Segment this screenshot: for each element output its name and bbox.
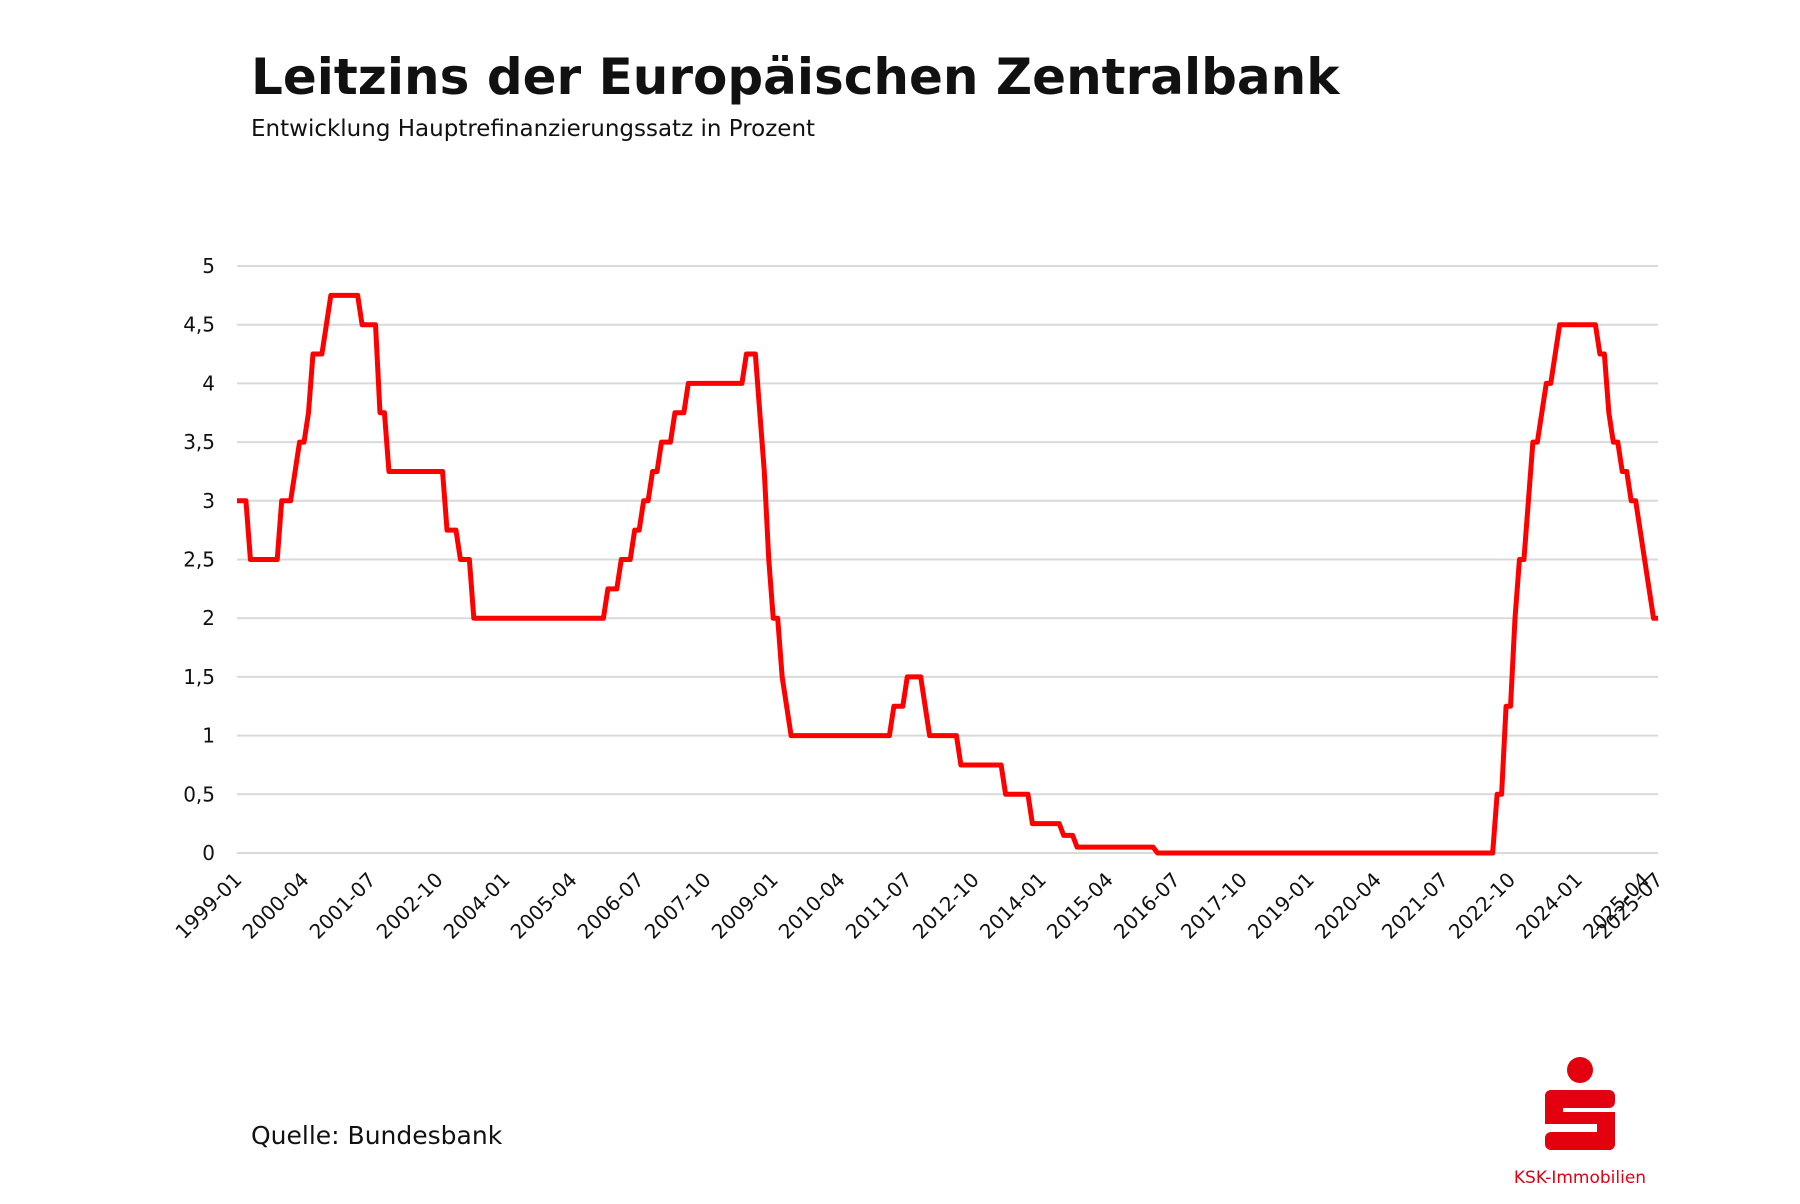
x-tick-label: 2015-04 bbox=[1042, 868, 1118, 944]
y-tick-label: 5 bbox=[202, 254, 215, 278]
x-tick-label: 2000-04 bbox=[237, 868, 313, 944]
x-tick-label: 2009-01 bbox=[707, 868, 783, 944]
x-tick-label: 2005-04 bbox=[506, 868, 582, 944]
x-tick-label: 2011-07 bbox=[841, 868, 917, 944]
x-tick-label: 2014-01 bbox=[975, 868, 1051, 944]
x-tick-label: 2024-01 bbox=[1511, 868, 1587, 944]
x-tick-label: 2004-01 bbox=[439, 868, 515, 944]
x-tick-label: 2007-10 bbox=[640, 868, 716, 944]
logo bbox=[1545, 1057, 1615, 1150]
y-tick-label: 2,5 bbox=[183, 548, 215, 572]
x-tick-label: 1999-01 bbox=[170, 868, 246, 944]
y-tick-label: 3,5 bbox=[183, 430, 215, 454]
y-tick-label: 1,5 bbox=[183, 665, 215, 689]
chart-subtitle: Entwicklung Hauptrefinanzierungssatz in … bbox=[251, 116, 815, 142]
y-tick-label: 2 bbox=[202, 606, 215, 630]
x-tick-label: 2019-01 bbox=[1243, 868, 1319, 944]
y-tick-label: 0,5 bbox=[183, 782, 215, 806]
brand-name: KSK-Immobilien bbox=[1514, 1168, 1646, 1188]
x-tick-label: 2006-07 bbox=[573, 868, 649, 944]
x-tick-label: 2012-10 bbox=[908, 868, 984, 944]
x-tick-label: 2010-04 bbox=[774, 868, 850, 944]
x-tick-label: 2017-10 bbox=[1176, 868, 1252, 944]
y-tick-label: 4 bbox=[202, 371, 215, 395]
x-tick-label: 2001-07 bbox=[305, 868, 381, 944]
x-tick-label: 2021-07 bbox=[1377, 868, 1453, 944]
x-tick-label: 2022-10 bbox=[1444, 868, 1520, 944]
y-tick-label: 3 bbox=[202, 489, 215, 513]
logo-dot bbox=[1567, 1057, 1593, 1083]
chart-title: Leitzins der Europäischen Zentralbank bbox=[251, 48, 1341, 106]
y-tick-label: 1 bbox=[202, 724, 215, 748]
source: Quelle: Bundesbank bbox=[251, 1121, 503, 1150]
y-tick-label: 0 bbox=[202, 841, 215, 865]
x-tick-label: 2016-07 bbox=[1109, 868, 1185, 944]
logo-part bbox=[1545, 1132, 1615, 1150]
x-tick-label: 2002-10 bbox=[372, 868, 448, 944]
x-tick-label: 2020-04 bbox=[1310, 868, 1386, 944]
y-tick-label: 4,5 bbox=[183, 313, 215, 337]
data-line bbox=[237, 292, 1658, 856]
